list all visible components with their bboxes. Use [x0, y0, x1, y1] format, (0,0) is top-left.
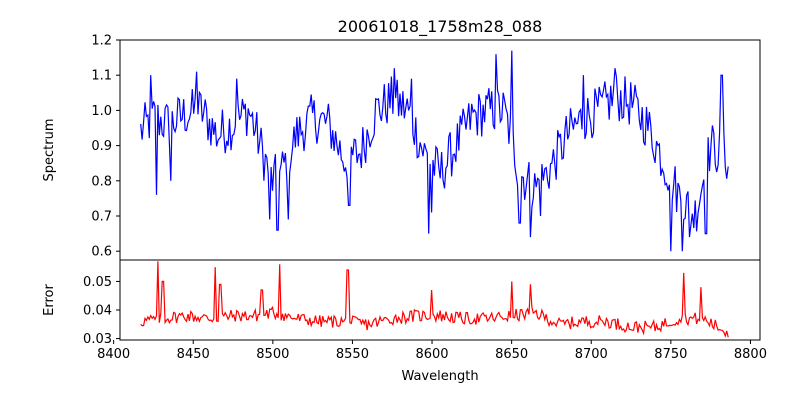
error-y-tick-label: 0.03 — [83, 332, 112, 347]
spectrum-panel: 0.6 0.7 0.8 0.9 1.0 1.1 1.2 Spectrum — [42, 34, 761, 261]
spectrum-plot-area — [119, 39, 761, 261]
spectrum-series-line — [140, 50, 729, 252]
error-panel: 0.03 0.04 0.05 8400 8450 8500 8550 8600 8650 870… — [42, 259, 767, 384]
chart-title: 20061018_1758m28_088 — [338, 17, 543, 37]
spectrum-y-tick-label: 1.2 — [91, 34, 112, 49]
spectrum-y-tick-label: 0.7 — [91, 210, 112, 225]
x-axis-label: Wavelength — [401, 369, 478, 384]
x-tick-label: 8450 — [177, 347, 210, 362]
spectrum-y-axis-label: Spectrum — [42, 119, 57, 182]
x-tick-label: 8600 — [415, 347, 448, 362]
error-y-axis-label: Error — [42, 284, 57, 316]
error-plot-area — [119, 259, 761, 341]
x-tick-label: 8500 — [256, 347, 289, 362]
spectrum-y-tick-label: 0.9 — [91, 139, 112, 154]
x-tick-label: 8800 — [734, 347, 767, 362]
error-y-tick-label: 0.04 — [83, 304, 112, 319]
spectrum-y-tick-label: 0.6 — [91, 245, 112, 260]
spectrum-y-tick-label: 1.0 — [91, 104, 112, 119]
x-tick-label: 8750 — [654, 347, 687, 362]
x-tick-label: 8400 — [97, 347, 130, 362]
error-series-line — [140, 261, 729, 338]
spectrum-y-tick-label: 0.8 — [91, 174, 112, 189]
error-y-tick-label: 0.05 — [83, 275, 112, 290]
x-tick-label: 8650 — [495, 347, 528, 362]
x-tick-label: 8550 — [336, 347, 369, 362]
spectrum-y-tick-label: 1.1 — [91, 69, 112, 84]
x-tick-label: 8700 — [575, 347, 608, 362]
